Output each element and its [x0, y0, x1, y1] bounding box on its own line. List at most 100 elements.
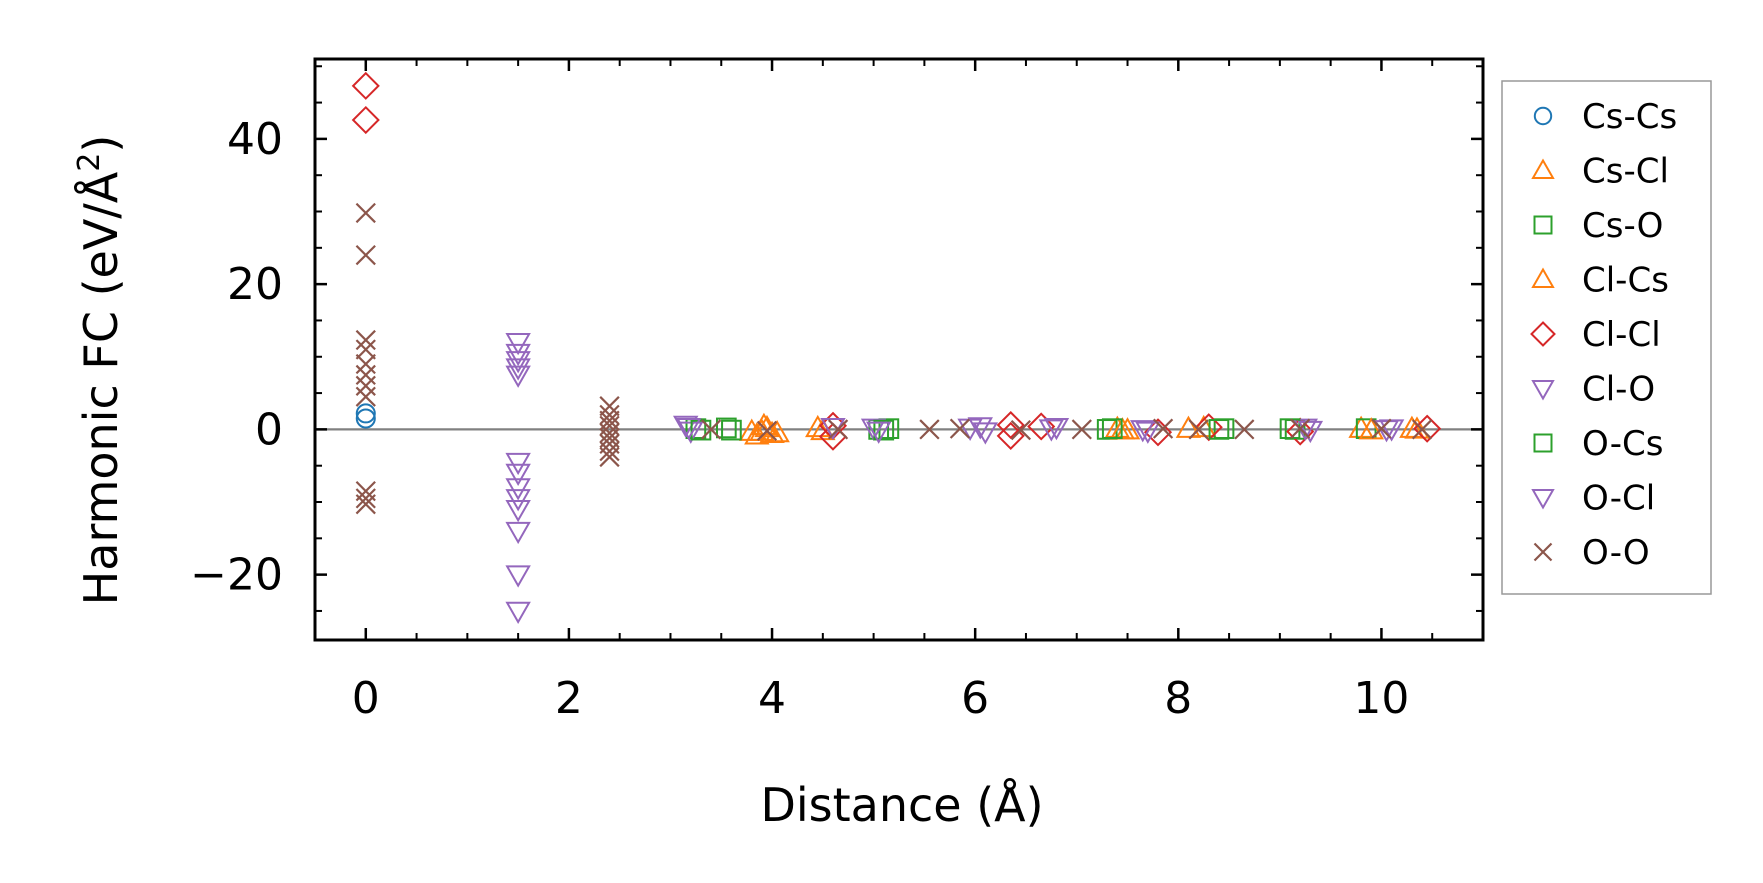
point-o-cl-1: [865, 421, 892, 444]
point-o-o-0: [355, 202, 376, 224]
x-tick-label: 10: [1353, 673, 1409, 724]
point-o-o-11: [599, 396, 620, 417]
point-o-cl-3: [972, 422, 999, 445]
series-o-cl: [676, 417, 1405, 445]
point-cl-o-4: [505, 365, 531, 388]
point-cl-cs-5: [1358, 417, 1385, 440]
point-cl-o-16: [860, 418, 887, 441]
y-tick-label: 40: [227, 114, 283, 165]
point-o-o-12: [599, 404, 620, 425]
y-axis-title-superscript: 2: [72, 153, 107, 172]
point-cs-cl-4: [805, 414, 831, 438]
legend-item-cl-cl: Cl-Cl: [1530, 315, 1661, 355]
point-o-o-7: [355, 386, 376, 407]
point-cs-cs-0: [355, 408, 376, 429]
point-cl-o-9: [505, 500, 531, 523]
point-cl-o-5: [505, 452, 531, 476]
point-o-o-26: [1071, 419, 1092, 440]
point-o-o-10: [355, 494, 376, 515]
legend-marker-cl-cs: [1531, 267, 1555, 288]
legend-label-o-o: O-O: [1582, 533, 1650, 573]
x-axis-title: Distance (Å): [760, 778, 1043, 832]
point-o-o-30: [1290, 418, 1311, 439]
legend-label-cs-cl: Cs-Cl: [1582, 152, 1669, 192]
point-cl-cl-0: [351, 71, 380, 100]
legend-marker-cs-cl: [1531, 158, 1555, 179]
point-o-cl-4: [1038, 419, 1065, 442]
point-o-o-9: [355, 488, 376, 509]
point-o-cs-1: [721, 419, 742, 441]
point-cl-o-18: [1043, 417, 1070, 441]
x-tick-label: 2: [555, 673, 583, 724]
point-cl-o-10: [505, 521, 531, 545]
y-tick-label: 20: [227, 259, 283, 310]
point-o-o-18: [599, 441, 620, 462]
point-cl-o-2: [505, 351, 531, 374]
point-cl-cl-6: [1027, 412, 1056, 441]
legend: Cs-Cs Cs-Cl Cs-O Cl-Cs Cl-Cl Cl-O O-Cs O-Cl O-O: [1501, 80, 1712, 595]
point-cl-o-19: [1130, 420, 1156, 443]
y-axis-title: Harmonic FC (eV/Å2): [72, 135, 128, 606]
point-o-cl-6: [1297, 420, 1324, 444]
x-tick-label: 4: [758, 673, 786, 724]
point-cl-cl-8: [1194, 413, 1223, 442]
legend-item-cl-cs: Cl-Cs: [1531, 261, 1669, 301]
legend-marker-o-cs: [1533, 433, 1553, 453]
y-axis-title-main: Harmonic FC (eV/Å: [74, 171, 128, 605]
plot-frame: [313, 57, 1485, 642]
legend-item-o-cs: O-Cs: [1533, 424, 1663, 464]
point-cl-cl-4: [996, 410, 1025, 440]
point-cs-cl-7: [1175, 415, 1202, 438]
legend-marker-o-o: [1533, 542, 1553, 562]
legend-label-o-cs: O-Cs: [1582, 424, 1663, 464]
point-o-cl-2: [957, 418, 983, 441]
point-o-o-15: [599, 422, 620, 444]
point-o-cl-0: [676, 417, 702, 441]
legend-item-cl-o: Cl-O: [1531, 370, 1655, 410]
point-o-cs-2: [873, 419, 895, 441]
point-cl-o-7: [505, 478, 531, 501]
point-o-o-25: [1010, 419, 1032, 441]
point-cl-cs-0: [739, 418, 765, 441]
point-o-cs-3: [1101, 418, 1123, 440]
point-cl-o-12: [505, 601, 531, 624]
legend-item-o-o: O-O: [1533, 533, 1650, 573]
point-o-o-6: [355, 375, 376, 396]
legend-box: [1501, 80, 1712, 595]
point-o-o-22: [827, 419, 849, 440]
point-o-o-23: [919, 419, 940, 440]
point-o-o-2: [355, 329, 376, 351]
point-o-o-5: [355, 364, 376, 386]
point-o-o-21: [756, 420, 778, 441]
legend-label-o-cl: O-Cl: [1582, 479, 1655, 519]
point-o-o-32: [1411, 419, 1433, 440]
legend-label-cl-o: Cl-O: [1582, 370, 1655, 410]
point-cl-o-0: [505, 332, 531, 356]
point-cl-cl-9: [1286, 417, 1315, 446]
point-cs-cs-1: [355, 403, 376, 424]
point-o-o-19: [599, 446, 620, 468]
y-tick-label: 0: [255, 404, 283, 455]
legend-marker-cs-cs: [1533, 106, 1553, 126]
point-cl-cl-10: [1413, 414, 1442, 443]
point-cl-o-1: [505, 343, 531, 367]
legend-item-cs-cl: Cs-Cl: [1531, 152, 1669, 192]
point-cl-o-17: [967, 417, 993, 440]
point-o-o-24: [949, 418, 971, 439]
series-o-o: [355, 202, 1433, 515]
point-o-o-4: [355, 353, 376, 375]
point-o-cs-4: [1208, 419, 1230, 440]
point-o-o-3: [355, 339, 376, 360]
point-o-cl-7: [1378, 419, 1405, 442]
legend-item-cs-cs: Cs-Cs: [1533, 97, 1677, 137]
legend-marker-cs-o: [1533, 215, 1553, 235]
point-o-o-31: [1371, 418, 1392, 439]
legend-label-cs-cs: Cs-Cs: [1582, 97, 1677, 137]
x-tick-label: 6: [961, 673, 989, 724]
point-cs-o-1: [715, 417, 737, 439]
legend-marker-o-cl: [1531, 489, 1555, 510]
x-tick-label: 0: [352, 673, 380, 724]
